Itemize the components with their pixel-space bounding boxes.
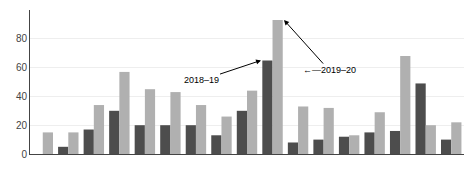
svg-text:60: 60 [16,62,28,73]
svg-text:←—2019–20: ←—2019–20 [303,65,356,75]
svg-text:20: 20 [16,120,28,131]
svg-text:80: 80 [16,33,28,44]
svg-text:0: 0 [21,149,27,160]
svg-text:2018–19: 2018–19 [184,75,219,85]
svg-text:40: 40 [16,91,28,102]
